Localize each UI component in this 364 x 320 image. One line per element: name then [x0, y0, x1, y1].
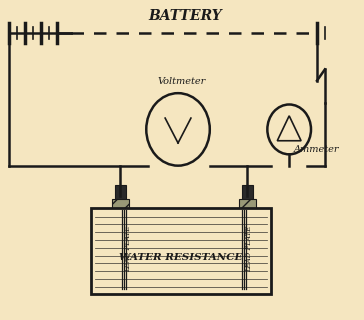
Text: Ammeter: Ammeter: [294, 145, 340, 154]
Text: LEAD PLATE: LEAD PLATE: [245, 225, 253, 272]
Bar: [238, 198, 256, 208]
Bar: [111, 198, 130, 208]
Text: WATER RESISTANCE: WATER RESISTANCE: [119, 253, 243, 262]
Text: BATTERY: BATTERY: [148, 9, 222, 23]
Bar: [242, 185, 253, 201]
Bar: [91, 208, 271, 294]
Bar: [115, 185, 126, 201]
Text: Voltmeter: Voltmeter: [158, 77, 206, 86]
Text: LEAD PLATE: LEAD PLATE: [124, 225, 132, 272]
